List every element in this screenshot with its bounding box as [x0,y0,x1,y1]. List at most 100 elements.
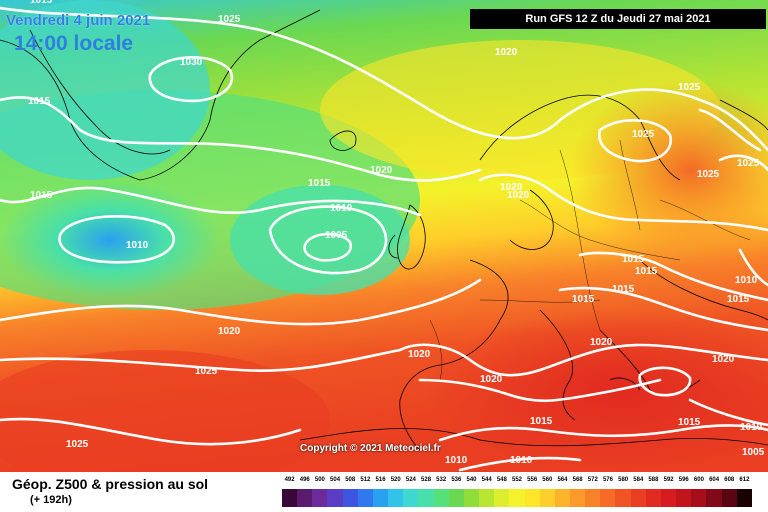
scale-label: 592 [663,477,674,483]
scale-swatch [403,489,419,507]
scale-label: 524 [405,477,416,483]
scale-swatch [282,489,298,507]
scale-swatch [539,489,555,507]
scale-label: 560 [542,477,553,483]
isobar-label: 1015 [30,0,53,6]
isobar-label: 1010 [445,455,468,466]
map-title: Géop. Z500 & pression au sol [12,476,209,492]
isobar-label: 1025 [218,14,241,25]
isobar-label: 1020 [370,165,393,176]
scale-swatch [706,489,722,507]
scale-label: 568 [572,477,583,483]
scale-swatch [342,489,358,507]
isobar-label: 1020 [500,182,523,193]
scale-swatch [585,489,601,507]
isobar-label: 1010 [735,275,758,286]
scale-swatch [554,489,570,507]
isobar-label: 1030 [180,57,203,68]
isobar-label: 1025 [632,129,655,140]
scale-swatch [433,489,449,507]
isobar-label: 1005 [742,447,765,458]
scale-label: 528 [421,477,432,483]
scale-swatch [615,489,631,507]
isobar-label: 1005 [325,230,348,241]
scale-label: 576 [602,477,613,483]
isobar-labels: 1025 1030 1015 1015 1010 1010 1005 1015 … [28,0,765,466]
scale-label: 564 [557,477,568,483]
scale-swatch [600,489,616,507]
isobar-label: 1015 [727,294,750,305]
scale-label: 492 [284,477,295,483]
scale-swatch [494,489,510,507]
scale-swatch [448,489,464,507]
scale-swatch [569,489,586,507]
isobar-label: 1020 [712,354,735,365]
scale-label: 600 [693,477,704,483]
run-banner: Run GFS 12 Z du Jeudi 27 mai 2021 [470,9,766,29]
isobar-label: 1015 [622,254,645,265]
isobar-label: 1025 [66,439,89,450]
scale-swatch [691,489,707,507]
isobar-label: 1025 [195,366,218,377]
scale-swatch [676,489,692,507]
scale-label: 504 [330,477,341,483]
forecast-time: 14:00 locale [14,32,134,55]
isobar-label: 1020 [480,374,503,385]
scale-label: 584 [633,477,644,483]
scale-label: 552 [511,477,523,483]
scale-swatch [721,489,737,507]
weather-map: 1025 1030 1015 1015 1010 1010 1005 1015 … [0,0,768,472]
scale-swatch [327,489,343,507]
scale-swatch [630,489,646,507]
scale-swatch [388,489,404,507]
scale-swatch [463,489,480,507]
scale-swatches [282,489,752,507]
forecast-range: (+ 192h) [30,494,72,506]
scale-swatch [524,489,540,507]
scale-swatch [479,489,495,507]
isobar-label: 1020 [495,47,518,58]
color-scale: 492 496 500 504 508 512 516 520 524 528 532 536 540 5… [282,477,752,511]
scale-label: 556 [527,477,538,483]
scale-label: 608 [724,477,735,483]
scale-label: 548 [496,477,507,483]
scale-label: 500 [314,477,325,483]
scale-swatch [736,489,752,507]
scale-label: 596 [678,477,689,483]
isobar-label: 1020 [218,326,241,337]
isobar-label: 1020 [590,337,613,348]
isobar-label: 1010 [510,455,533,466]
scale-label: 520 [390,477,401,483]
forecast-date: Vendredi 4 juin 2021 [6,12,151,29]
scale-label: 580 [618,477,629,483]
scale-swatch [372,489,389,507]
scale-swatch [312,489,328,507]
scale-swatch [297,489,313,507]
scale-swatch [660,489,677,507]
isobar-label: 1015 [635,266,658,277]
scale-swatch [509,489,525,507]
scale-label: 496 [299,477,310,483]
isobar-label: 1015 [28,96,51,107]
isobar-label: 1015 [308,178,331,189]
scale-label: 572 [587,477,598,483]
isobar-label: 1025 [697,169,720,180]
scale-label: 512 [360,477,371,483]
scale-swatch [357,489,373,507]
scale-label: 516 [375,477,386,483]
scale-label: 540 [466,477,477,483]
scale-swatch [418,489,434,507]
scale-label: 536 [451,477,462,483]
scale-label: 612 [739,477,750,483]
isobar-label: 1015 [572,294,595,305]
scale-swatch [645,489,661,507]
scale-label: 544 [481,477,492,483]
scale-label: 588 [648,477,659,483]
isobar-label: 1010 [330,203,353,214]
isobar-label: 1020 [408,349,431,360]
isobar-label: 1015 [612,284,635,295]
isobar-label: 1010 [740,422,763,433]
copyright: Copyright © 2021 Meteociel.fr [300,443,441,454]
isobar-label: 1015 [530,416,553,427]
scale-labels: 492 496 500 504 508 512 516 520 524 528 532 536 540 5… [282,477,752,487]
